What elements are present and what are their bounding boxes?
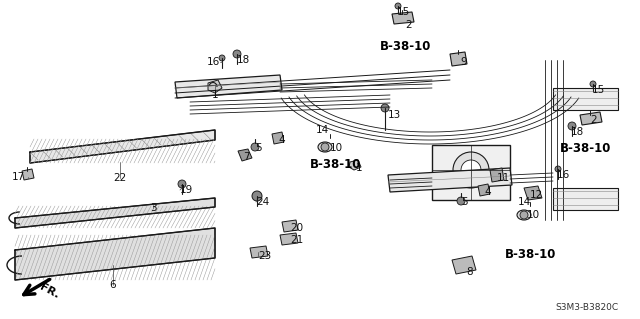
Polygon shape [30,130,215,163]
Ellipse shape [517,210,531,220]
Circle shape [233,50,241,58]
Circle shape [457,197,465,205]
Text: 14: 14 [518,197,531,207]
Circle shape [520,211,528,219]
Text: 13: 13 [388,110,401,120]
Polygon shape [282,220,298,232]
Text: 1: 1 [356,163,363,173]
Circle shape [395,3,401,9]
Text: 18: 18 [571,127,584,137]
Bar [432,145,510,200]
Text: 23: 23 [258,251,271,261]
Text: 5: 5 [255,143,262,153]
Polygon shape [272,132,284,144]
Text: B-38-10: B-38-10 [310,159,362,172]
Circle shape [555,166,561,172]
Circle shape [590,81,596,87]
Polygon shape [15,198,215,228]
Text: B-38-10: B-38-10 [505,249,556,262]
Text: 9: 9 [460,57,467,67]
Polygon shape [388,168,512,192]
Polygon shape [175,75,282,98]
Text: 22: 22 [113,173,127,183]
Text: 8: 8 [466,267,472,277]
Text: 21: 21 [290,235,303,245]
Text: 24: 24 [256,197,269,207]
Polygon shape [15,228,215,280]
Text: 18: 18 [237,55,250,65]
Text: 5: 5 [461,197,468,207]
Polygon shape [238,149,252,161]
Text: 10: 10 [527,210,540,220]
Text: 20: 20 [290,223,303,233]
Text: S3M3-B3820C: S3M3-B3820C [555,303,618,313]
Polygon shape [580,112,602,125]
Circle shape [461,160,481,180]
Text: 11: 11 [497,173,510,183]
Polygon shape [280,233,298,245]
Text: 16: 16 [207,57,220,67]
Text: 19: 19 [180,185,193,195]
Text: B-38-10: B-38-10 [380,40,431,53]
Ellipse shape [318,142,332,152]
Text: 2: 2 [590,115,596,125]
Circle shape [568,122,576,130]
Polygon shape [490,168,504,182]
Polygon shape [452,256,476,274]
Text: 2: 2 [405,20,412,30]
Text: 12: 12 [530,190,543,200]
Text: FR.: FR. [38,282,61,300]
Text: 7: 7 [243,152,250,162]
Polygon shape [450,52,467,66]
Text: 16: 16 [557,170,570,180]
Circle shape [219,55,225,61]
Polygon shape [22,169,34,180]
Text: 4: 4 [278,135,285,145]
Text: 3: 3 [150,203,156,213]
Circle shape [251,143,259,151]
Circle shape [178,180,186,188]
Polygon shape [524,186,542,200]
Text: 6: 6 [109,280,116,290]
Polygon shape [349,160,361,170]
Circle shape [321,143,329,151]
Text: 14: 14 [316,125,329,135]
Text: 15: 15 [592,85,605,95]
Polygon shape [250,246,268,258]
Circle shape [252,191,262,201]
Polygon shape [392,12,414,24]
Bar [553,188,618,210]
Text: 10: 10 [330,143,343,153]
Text: B-38-10: B-38-10 [560,142,611,154]
Circle shape [381,104,389,112]
Text: 17: 17 [12,172,25,182]
Circle shape [453,152,489,188]
Text: 1: 1 [212,90,218,100]
Text: 15: 15 [397,7,410,17]
Bar [553,88,618,110]
Text: 4: 4 [484,187,491,197]
Polygon shape [478,184,490,196]
Polygon shape [208,80,222,93]
